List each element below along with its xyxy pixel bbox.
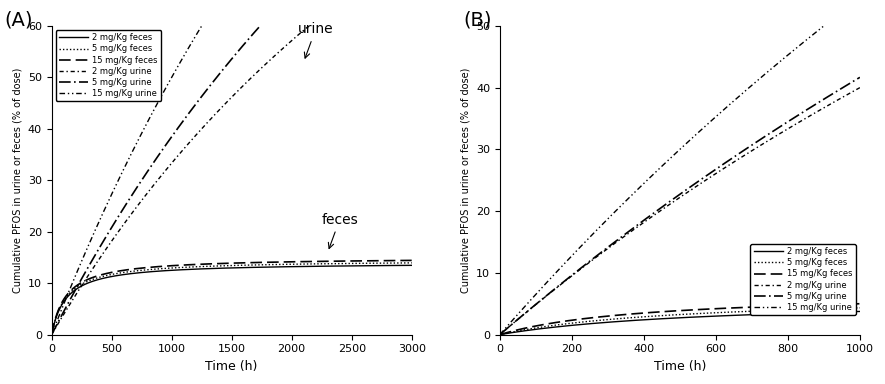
Text: (B): (B) [464, 10, 492, 30]
Y-axis label: Cumulative PFOS in urine or feces (% of dose): Cumulative PFOS in urine or feces (% of … [12, 68, 22, 293]
Text: (A): (A) [4, 10, 34, 30]
Legend: 2 mg/Kg feces, 5 mg/Kg feces, 15 mg/Kg feces, 2 mg/Kg urine, 5 mg/Kg urine, 15 m: 2 mg/Kg feces, 5 mg/Kg feces, 15 mg/Kg f… [56, 30, 161, 101]
Text: feces: feces [321, 213, 358, 248]
Legend: 2 mg/Kg feces, 5 mg/Kg feces, 15 mg/Kg feces, 2 mg/Kg urine, 5 mg/Kg urine, 15 m: 2 mg/Kg feces, 5 mg/Kg feces, 15 mg/Kg f… [750, 244, 856, 315]
X-axis label: Time (h): Time (h) [205, 360, 258, 373]
Text: urine: urine [298, 22, 334, 58]
X-axis label: Time (h): Time (h) [654, 360, 706, 373]
Y-axis label: Cumulative PFOS in urine or feces (% of dose): Cumulative PFOS in urine or feces (% of … [460, 68, 471, 293]
